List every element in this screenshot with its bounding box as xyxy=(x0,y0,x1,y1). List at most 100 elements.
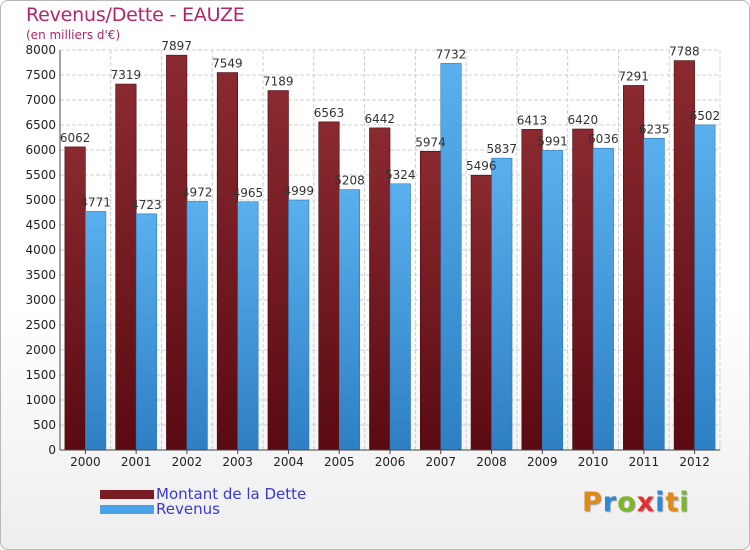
bar-dette xyxy=(572,128,594,451)
bar-dette xyxy=(470,174,492,451)
x-tick-label: 2003 xyxy=(222,455,253,469)
y-tick-label: 5000 xyxy=(25,193,56,207)
bar-dette xyxy=(166,54,188,451)
y-tick-label: 4000 xyxy=(25,243,56,257)
legend-item-revenus: Revenus xyxy=(100,500,220,518)
bar-revenus xyxy=(85,211,107,451)
x-tick-label: 2001 xyxy=(121,455,152,469)
data-label-dette: 5496 xyxy=(466,159,497,173)
data-label-dette: 7291 xyxy=(618,69,649,83)
bar-dette xyxy=(419,151,442,451)
bar-revenus xyxy=(440,63,462,451)
data-label-revenus: 6235 xyxy=(639,122,670,136)
x-tick-label: 2010 xyxy=(578,455,609,469)
logo-letter: r xyxy=(602,487,618,518)
y-tick-label: 2500 xyxy=(25,318,56,332)
x-tick-label: 2000 xyxy=(70,455,101,469)
legend-swatch-debt xyxy=(100,489,154,499)
legend-label-debt: Montant de la Dette xyxy=(156,485,307,503)
bar-revenus xyxy=(592,147,614,451)
bar-revenus xyxy=(643,137,665,451)
data-label-revenus: 4999 xyxy=(283,184,314,198)
chart-title: Revenus/Dette - EAUZE xyxy=(26,4,245,26)
x-tick-label: 2011 xyxy=(629,455,660,469)
bar-dette xyxy=(64,146,86,451)
bar-revenus xyxy=(491,157,513,451)
data-label-dette: 7788 xyxy=(669,45,700,59)
logo-letter: P xyxy=(582,487,603,518)
bar-revenus xyxy=(288,199,310,451)
logo-letter: t xyxy=(665,487,680,518)
data-label-dette: 7189 xyxy=(263,75,294,89)
data-label-revenus: 7732 xyxy=(436,47,467,61)
y-tick-label: 1500 xyxy=(25,368,56,382)
data-label-dette: 6420 xyxy=(568,113,599,127)
data-label-revenus: 6036 xyxy=(588,132,619,146)
data-label-dette: 5974 xyxy=(415,135,446,149)
y-tick-label: 3000 xyxy=(25,293,56,307)
data-label-revenus: 6502 xyxy=(690,109,721,123)
data-labels: 6062 4771 7319 4723 7897 4972 7549 4965 7189 4999… xyxy=(60,39,720,212)
data-label-revenus: 4972 xyxy=(182,185,213,199)
y-tick-label: 3500 xyxy=(25,268,56,282)
data-label-dette: 6413 xyxy=(517,113,548,127)
y-tick-label: 7000 xyxy=(25,93,56,107)
bar-dette xyxy=(115,83,137,451)
bar-revenus xyxy=(186,201,208,451)
axes: 0 500 1000 1500 2000 2500 3000 3500 4000 4500 5000… xyxy=(25,43,720,469)
bar-revenus xyxy=(542,150,564,451)
bar-dette xyxy=(216,72,238,451)
bars xyxy=(64,54,716,451)
legend-swatch-revenus xyxy=(100,504,154,514)
data-label-revenus: 4723 xyxy=(131,198,162,212)
y-tick-label: 5500 xyxy=(25,168,56,182)
bar-dette xyxy=(623,85,645,451)
logo-letter: i xyxy=(655,487,666,518)
x-tick-label: 2006 xyxy=(375,455,406,469)
data-label-dette: 7897 xyxy=(161,39,192,53)
bar-revenus xyxy=(338,189,361,451)
chart-subtitle: (en milliers d'€) xyxy=(26,28,121,42)
bar-revenus xyxy=(694,124,716,451)
y-tick-label: 2000 xyxy=(25,343,56,357)
bar-revenus xyxy=(237,201,259,451)
y-tick-label: 1000 xyxy=(25,393,56,407)
bar-dette xyxy=(267,90,289,451)
y-tick-label: 6000 xyxy=(25,143,56,157)
data-label-revenus: 5208 xyxy=(334,174,365,188)
logo-letter: x xyxy=(636,487,656,518)
y-tick-label: 4500 xyxy=(25,218,56,232)
y-tick-label: 8000 xyxy=(25,43,56,57)
bar-dette xyxy=(521,129,543,451)
data-label-dette: 7549 xyxy=(212,57,243,71)
data-label-revenus: 5991 xyxy=(537,134,568,148)
bar-dette xyxy=(318,121,340,451)
bar-revenus xyxy=(389,183,411,451)
y-tick-label: 7500 xyxy=(25,68,56,82)
y-tick-label: 0 xyxy=(48,443,56,457)
x-tick-label: 2005 xyxy=(324,455,355,469)
data-label-dette: 6062 xyxy=(60,131,91,145)
x-tick-label: 2012 xyxy=(679,455,710,469)
y-tick-label: 6500 xyxy=(25,118,56,132)
x-tick-label: 2009 xyxy=(527,455,558,469)
bar-revenus xyxy=(135,213,157,451)
x-tick-label: 2002 xyxy=(172,455,203,469)
x-tick-label: 2008 xyxy=(476,455,507,469)
data-label-revenus: 5324 xyxy=(385,168,416,182)
logo-letter: o xyxy=(617,487,637,518)
proxiti-logo: Proxiti xyxy=(582,487,690,518)
x-tick-label: 2007 xyxy=(425,455,456,469)
x-tick-label: 2004 xyxy=(273,455,304,469)
data-label-dette: 7319 xyxy=(111,68,142,82)
data-label-revenus: 4771 xyxy=(80,195,111,209)
data-label-dette: 6563 xyxy=(314,106,345,120)
legend-item-debt: Montant de la Dette xyxy=(100,485,307,503)
data-label-revenus: 4965 xyxy=(233,186,264,200)
data-label-revenus: 5837 xyxy=(487,142,518,156)
data-label-dette: 6442 xyxy=(364,112,395,126)
logo-letter: i xyxy=(679,487,690,518)
y-tick-label: 500 xyxy=(33,418,56,432)
legend-label-revenus: Revenus xyxy=(156,500,220,518)
